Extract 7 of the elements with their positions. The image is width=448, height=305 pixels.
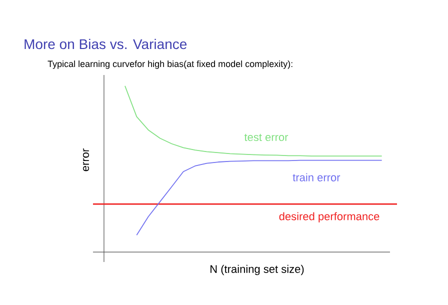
- series-label: train error: [292, 173, 340, 182]
- x-axis-title: N (training set size): [210, 264, 304, 276]
- chart-subtitle: Typical learning curvefor high bias(at fixed model complexity):: [48, 60, 292, 69]
- chart-title: More on Bias vs. Variance: [24, 38, 187, 50]
- ref-line-label: desired performance: [279, 212, 380, 222]
- y-axis-title: error: [83, 148, 90, 172]
- series-label: test error: [244, 134, 288, 142]
